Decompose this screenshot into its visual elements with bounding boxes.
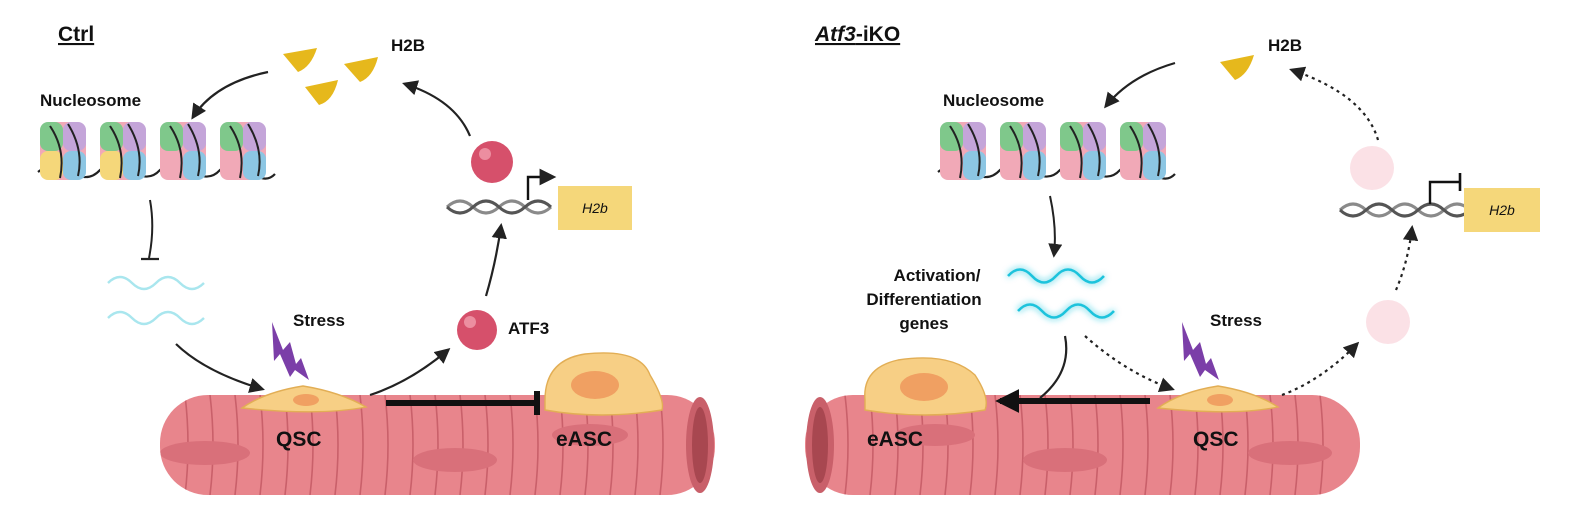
easc-cell-icon xyxy=(544,352,664,416)
genes-drive-line xyxy=(1039,335,1068,399)
h2b-gene-box-ko xyxy=(1464,188,1540,232)
quiescence-arrow xyxy=(175,343,265,393)
easc-label-ko: eASC xyxy=(867,428,923,451)
dna-double-helix-icon-ko xyxy=(1338,202,1472,218)
stress-label: Stress xyxy=(293,311,345,330)
atf3-bound-icon xyxy=(471,141,513,183)
activation-label-line3: genes xyxy=(899,314,948,333)
stress-lightning-icon-ko xyxy=(1182,322,1219,380)
qsc-label-ko: QSC xyxy=(1193,428,1239,451)
ctrl-title: Ctrl xyxy=(58,23,94,46)
stress-induction-arrow xyxy=(369,348,451,397)
activation-genes-wave-icon xyxy=(1007,268,1115,319)
atf3-unbound-icon xyxy=(1350,146,1394,190)
dna-double-helix-icon xyxy=(445,199,553,215)
activation-label-line1: Activation/ xyxy=(894,266,981,285)
repressed-genes-wave-icon xyxy=(107,275,205,326)
promoter-blocked-icon xyxy=(1428,180,1460,204)
atf3-ikO-panel: Atf3-iKO H2B Nucleosome xyxy=(805,23,1540,495)
muscle-fiber xyxy=(160,395,715,495)
stress-induction-dotted-arrow xyxy=(1281,341,1360,397)
expression-dotted-arrow xyxy=(1289,66,1380,141)
h2b-protein-label-ko: H2B xyxy=(1268,36,1302,55)
h2b-protein-icon-ko xyxy=(1220,55,1254,80)
stress-lightning-icon xyxy=(272,322,309,380)
atf3-absent-icon xyxy=(1366,300,1410,344)
nucleosome-array-icon xyxy=(37,122,276,180)
muscle-fiber-ko xyxy=(805,395,1360,495)
assembly-arrow-ko xyxy=(1104,61,1176,109)
qsc-label: QSC xyxy=(276,428,322,451)
easc-label: eASC xyxy=(556,428,612,451)
h2b-gene-label: H2b xyxy=(582,200,608,216)
ko-title: Atf3-iKO xyxy=(814,23,900,46)
binding-arrow xyxy=(484,222,507,297)
binding-dotted-arrow xyxy=(1394,224,1419,291)
nucleosome-label: Nucleosome xyxy=(40,91,141,110)
atf3-protein-icon xyxy=(457,310,497,350)
h2b-protein-label: H2B xyxy=(391,36,425,55)
h2b-gene-label-ko: H2b xyxy=(1489,202,1515,218)
genes-to-qsc-dotted-arrow xyxy=(1084,335,1175,393)
h2b-gene-box xyxy=(558,186,632,230)
nucleosome-array-icon-ko xyxy=(937,122,1176,180)
expression-arrow xyxy=(402,80,472,137)
derepression-arrow xyxy=(1048,195,1063,258)
qsc-cell-icon xyxy=(240,385,368,413)
assembly-arrow xyxy=(191,70,269,120)
ko-title-suffix: -iKO xyxy=(856,23,900,46)
ctrl-panel: Ctrl H2B Nucleosome xyxy=(37,23,715,495)
repression-line xyxy=(148,199,154,259)
ko-title-gene: Atf3 xyxy=(814,23,856,46)
atf3-label: ATF3 xyxy=(508,319,549,338)
nucleosome-label-ko: Nucleosome xyxy=(943,91,1044,110)
h2b-protein-icon xyxy=(283,48,378,105)
stress-label-ko: Stress xyxy=(1210,311,1262,330)
qsc-cell-icon-ko xyxy=(1156,385,1280,413)
easc-cell-icon-ko xyxy=(864,357,987,416)
promoter-arrow-icon xyxy=(526,168,557,200)
activation-label-line2: Differentiation xyxy=(866,290,981,309)
